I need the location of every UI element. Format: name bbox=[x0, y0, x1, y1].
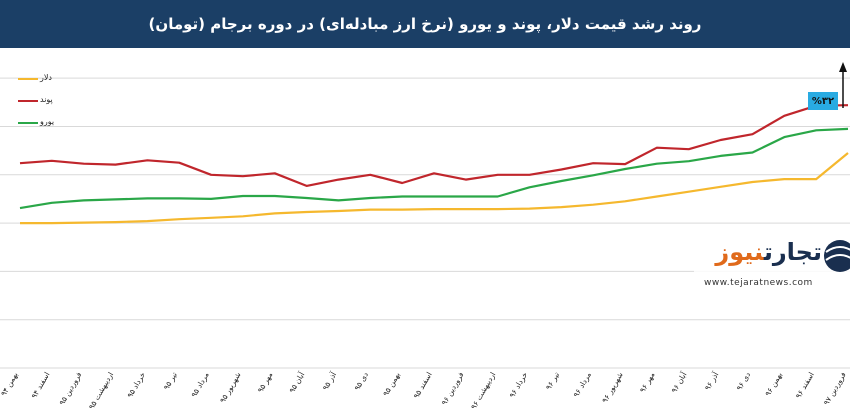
x-tick-label: شهریور ۹۵ bbox=[218, 371, 243, 405]
x-tick-label: آبان ۹۶ bbox=[669, 369, 689, 394]
watermark-background bbox=[694, 236, 850, 298]
x-tick-label: بهمن ۹۴ bbox=[0, 371, 20, 398]
x-tick-label: اسفند ۹۵ bbox=[412, 371, 434, 400]
x-tick-label: خرداد ۹۶ bbox=[507, 370, 529, 399]
x-tick-label: بهمن ۹۵ bbox=[381, 371, 402, 398]
watermark-logo-main: تجارت bbox=[763, 238, 822, 266]
arrow-head-icon bbox=[839, 62, 847, 72]
x-tick-label: اسفند ۹۶ bbox=[794, 371, 816, 400]
x-tick-label: تیر ۹۶ bbox=[544, 371, 561, 392]
x-tick-label: مهر ۹۶ bbox=[638, 371, 657, 395]
x-tick-label: شهریور ۹۶ bbox=[600, 371, 625, 405]
gridlines bbox=[0, 77, 850, 369]
x-tick-label: مهر ۹۵ bbox=[256, 371, 275, 395]
legend-label-euro: یورو bbox=[40, 117, 55, 126]
x-tick-label: اردیبهشت ۹۶ bbox=[469, 371, 497, 411]
growth-percentage-badge: %۳۲ bbox=[808, 92, 838, 110]
watermark-logo-text: تجارتنیوز bbox=[698, 238, 822, 276]
legend-swatch-dollar bbox=[18, 78, 38, 80]
x-tick-label: فروردین ۹۷ bbox=[822, 370, 848, 407]
watermark-url: www.tejaratnews.com bbox=[704, 278, 813, 288]
x-tick-label: آذر ۹۵ bbox=[320, 369, 339, 392]
x-tick-label: فروردین ۹۶ bbox=[440, 370, 466, 407]
x-tick-label: مرداد ۹۶ bbox=[571, 371, 592, 399]
series-lines bbox=[19, 104, 849, 225]
x-tick-label: دی ۹۶ bbox=[735, 371, 753, 393]
legend-label-dollar: دلار bbox=[40, 73, 52, 82]
x-tick-label: خرداد ۹۵ bbox=[125, 370, 147, 399]
x-tick-label: آذر ۹۶ bbox=[702, 369, 721, 392]
chart-title: روند رشد قیمت دلار، پوند و یورو (نرخ ارز… bbox=[0, 0, 850, 48]
series-line-pound bbox=[19, 104, 849, 187]
x-tick-label: تیر ۹۵ bbox=[162, 371, 179, 392]
series-line-euro bbox=[19, 127, 849, 210]
legend-swatch-pound bbox=[18, 100, 38, 102]
series-line-dollar bbox=[20, 152, 849, 225]
x-tick-label: بهمن ۹۶ bbox=[763, 371, 784, 398]
x-tick-label: اردیبهشت ۹۵ bbox=[87, 371, 115, 411]
x-tick-label: دی ۹۵ bbox=[352, 371, 370, 393]
watermark-logo-accent: نیوز bbox=[715, 238, 764, 266]
legend-label-pound: پوند bbox=[40, 95, 53, 104]
x-tick-label: آبان ۹۵ bbox=[286, 369, 306, 394]
legend-swatch-euro bbox=[18, 122, 38, 124]
x-tick-label: اسفند ۹۴ bbox=[29, 371, 51, 400]
growth-arrow bbox=[839, 62, 847, 108]
x-tick-label: مرداد ۹۵ bbox=[189, 371, 210, 399]
x-tick-label: فروردین ۹۵ bbox=[57, 370, 83, 407]
tejarat-news-watermark: تجارتنیوز www.tejaratnews.com bbox=[694, 236, 850, 298]
